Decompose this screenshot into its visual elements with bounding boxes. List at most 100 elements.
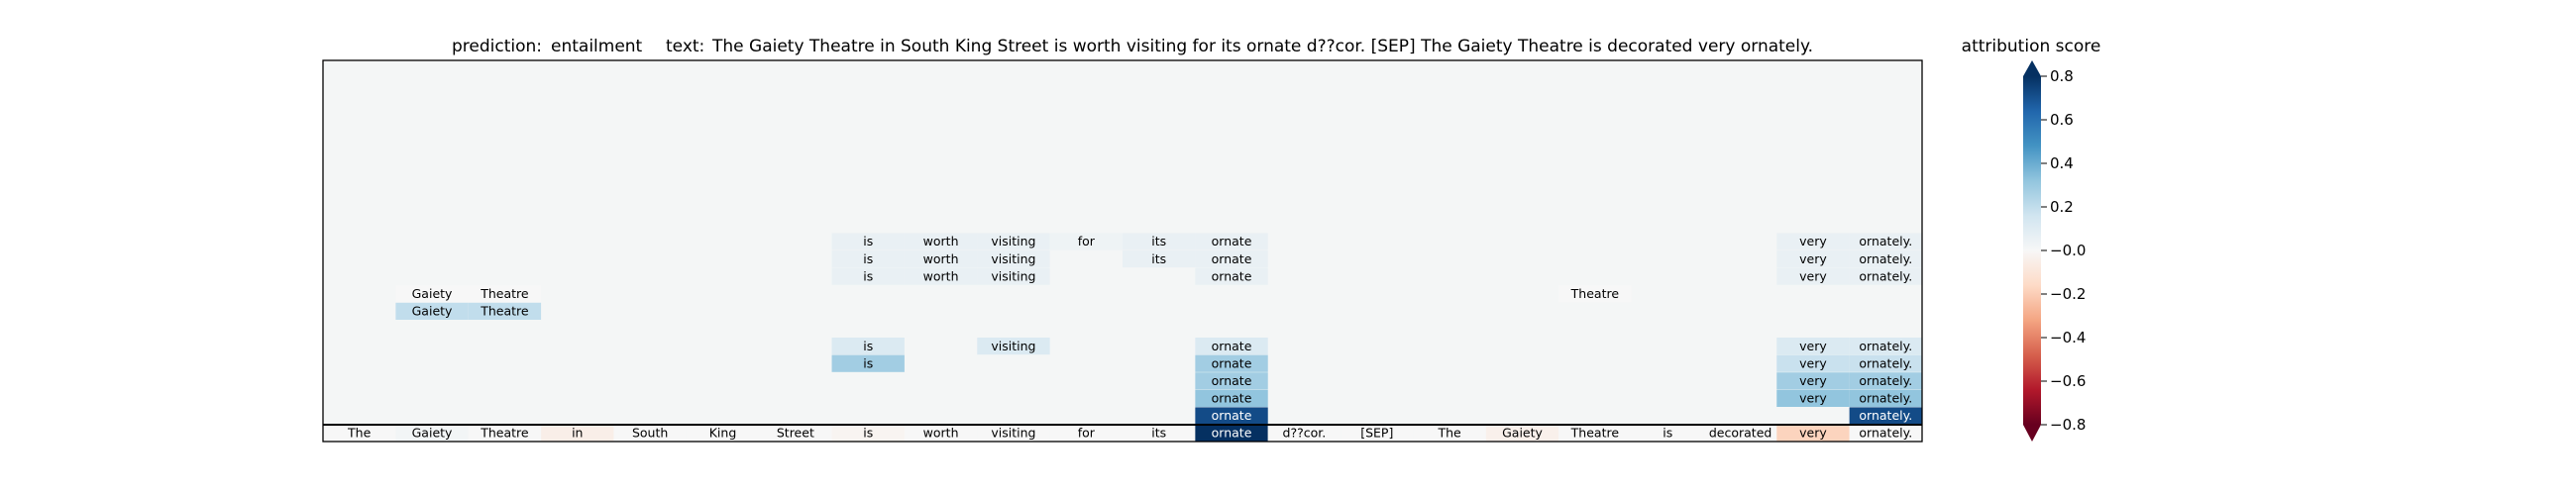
heatmap-cell [395, 285, 469, 303]
heatmap-cell-label: for [1078, 234, 1096, 248]
heatmap-cell-label: ornate [1212, 355, 1252, 370]
heatmap-cell [1123, 250, 1196, 268]
colorbar-top-arrow [2023, 60, 2041, 76]
heatmap-cell [1849, 267, 1922, 285]
heatmap-cell-label: is [863, 355, 873, 370]
base-token-cell [1413, 425, 1486, 442]
base-token-cell [613, 425, 687, 442]
heatmap-cell-label: ornately. [1859, 408, 1912, 423]
colorbar-tick-label: −0.6 [2050, 372, 2086, 390]
title: prediction: entailment text: The Gaiety … [452, 37, 1813, 56]
heatmap-cell-label: very [1799, 251, 1827, 266]
base-token-cell [1195, 425, 1268, 442]
heatmap-cell-label: worth [923, 251, 959, 266]
base-token-cell [1267, 425, 1342, 442]
heatmap-cell [831, 338, 905, 355]
base-token-cell [323, 425, 396, 442]
heatmap-cell-label: ornately. [1859, 373, 1912, 388]
heatmap-cell-label: very [1799, 339, 1827, 353]
base-token-label: Gaiety [412, 426, 453, 441]
heatmap-cell [1849, 389, 1922, 407]
heatmap-cell [904, 250, 978, 268]
heatmap-cell-label: ornately. [1859, 391, 1912, 406]
heatmap-cell [468, 302, 542, 320]
plot-frame [322, 59, 1923, 443]
base-token-cell [1341, 425, 1414, 442]
heatmap-cell-label: visiting [991, 251, 1035, 266]
base-token-cell [831, 425, 905, 442]
heatmap-cell [1558, 285, 1632, 303]
base-token-label: Gaiety [1502, 426, 1543, 441]
base-token-cell [541, 425, 614, 442]
heatmap-cell [1849, 354, 1922, 372]
heatmap-cell [904, 233, 978, 250]
heatmap-cell [977, 338, 1050, 355]
heatmap-cell-label: its [1151, 251, 1166, 266]
heatmap-cell-label: Gaiety [412, 304, 453, 319]
base-token-cell [1485, 425, 1559, 442]
base-token-label: decorated [1709, 426, 1771, 441]
heatmap-cell [1776, 372, 1850, 390]
heatmap-cells [395, 233, 1922, 425]
title-text: The Gaiety Theatre in South King Street … [711, 37, 1813, 56]
heatmap-cell [1849, 372, 1922, 390]
base-token-label: ornately. [1859, 426, 1912, 441]
heatmap-cell-label: ornate [1212, 391, 1252, 406]
heatmap-cell [904, 267, 978, 285]
base-token-label: worth [923, 426, 959, 441]
heatmap-cell [468, 285, 542, 303]
base-token-label: Theatre [480, 426, 529, 441]
heatmap-cell [1776, 354, 1850, 372]
heatmap-cell [831, 250, 905, 268]
heatmap-cell-label: ornately. [1859, 268, 1912, 283]
heatmap-cell-label: very [1799, 234, 1827, 248]
heatmap-cell-label: ornate [1212, 408, 1252, 423]
heatmap-cell-label: ornately. [1859, 355, 1912, 370]
base-token-label: Street [777, 426, 814, 441]
base-token-cell [468, 425, 542, 442]
heatmap-cell [831, 267, 905, 285]
heatmap-cell [395, 302, 469, 320]
base-token-cell [904, 425, 978, 442]
base-token-label: its [1151, 426, 1166, 441]
heatmap-cell-label: very [1799, 373, 1827, 388]
heatmap-cell-label: visiting [991, 268, 1035, 283]
heatmap-cell [977, 233, 1050, 250]
heatmap-cell [1776, 267, 1850, 285]
colorbar-tick-label: −0.8 [2050, 416, 2086, 434]
colorbar-tick-label: 0.4 [2050, 154, 2074, 172]
heatmap-cell-label: ornate [1212, 373, 1252, 388]
heatmap-cell-label: Theatre [480, 286, 529, 301]
base-token-label: visiting [991, 426, 1035, 441]
colorbar-tick-label: −0.4 [2050, 329, 2086, 346]
heatmap-cell [1776, 233, 1850, 250]
base-token-label: for [1078, 426, 1096, 441]
base-token-cell [395, 425, 469, 442]
colorbar-tick-label: −0.2 [2050, 285, 2086, 303]
heatmap-cell-label: is [863, 234, 873, 248]
heatmap-cell-label: its [1151, 234, 1166, 248]
base-token-label: King [709, 426, 737, 441]
heatmap-cell [1776, 250, 1850, 268]
heatmap-cell [831, 233, 905, 250]
colorbar: attribution score 0.8 0.6 0.4 0.2 −0.0 −0.2 −0… [1962, 37, 2100, 442]
colorbar-tick-label: 0.8 [2050, 67, 2074, 85]
base-token-label: The [1438, 426, 1462, 441]
heatmap-cell [1123, 233, 1196, 250]
heatmap-cell-label: very [1799, 391, 1827, 406]
colorbar-bottom-arrow [2023, 425, 2041, 442]
heatmap-cell-label: worth [923, 268, 959, 283]
heatmap-cell [1195, 338, 1268, 355]
heatmap-cell [1849, 407, 1922, 425]
base-token-cell [1123, 425, 1196, 442]
heatmap-cell-label: is [863, 339, 873, 353]
heatmap-cell [1849, 233, 1922, 250]
base-token-label: d??cor. [1283, 426, 1327, 441]
heatmap-cell-label: ornate [1212, 234, 1252, 248]
colorbar-tick-label: 0.6 [2050, 111, 2074, 129]
base-token-label: is [863, 426, 873, 441]
heatmap-cell-label: visiting [991, 234, 1035, 248]
heatmap-cell-label: very [1799, 268, 1827, 283]
heatmap-cell-label: Theatre [480, 304, 529, 319]
